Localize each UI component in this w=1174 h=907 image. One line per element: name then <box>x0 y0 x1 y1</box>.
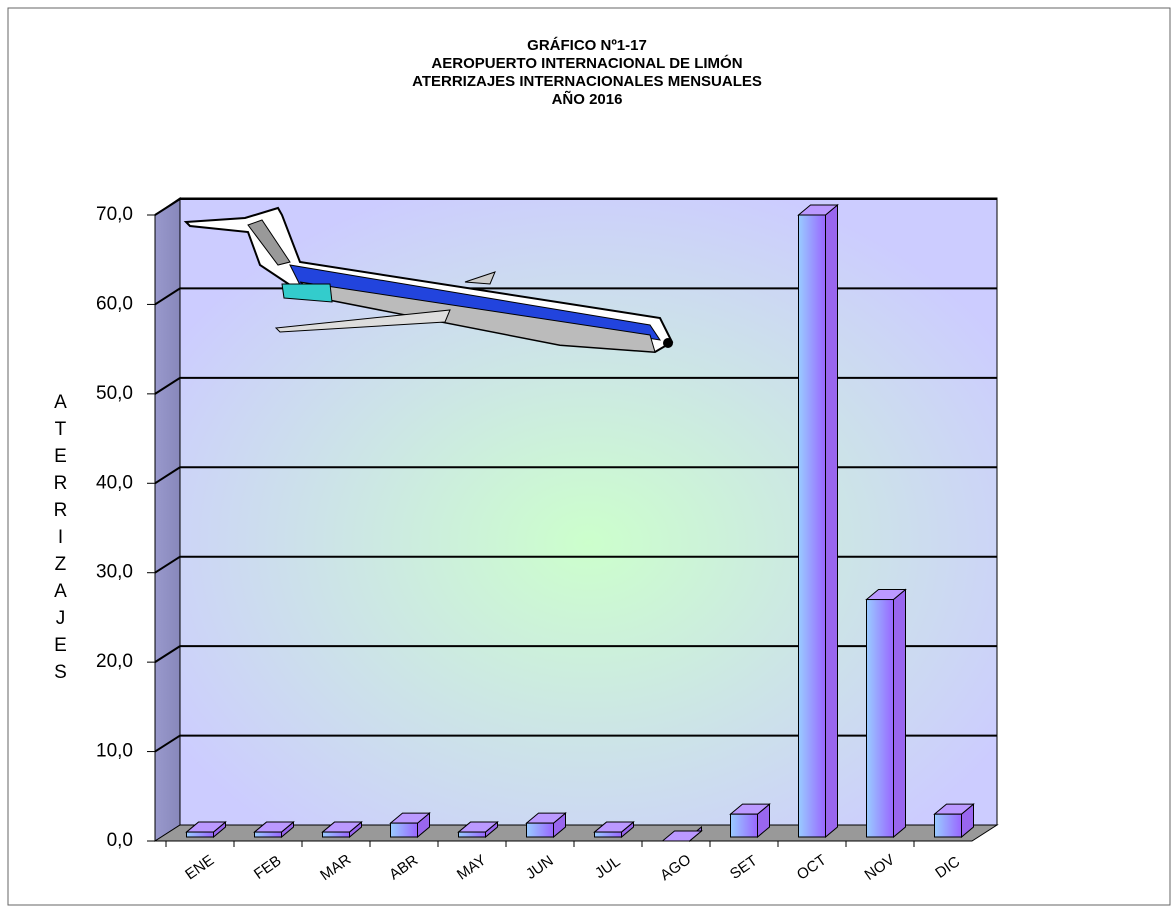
y-axis-label: ATERRIZAJES <box>50 392 71 689</box>
bar <box>866 599 894 838</box>
grid <box>147 198 997 847</box>
y-tick-label: 0,0 <box>107 830 133 851</box>
bar <box>798 214 826 838</box>
grid-line <box>154 645 997 663</box>
y-tick-label: 40,0 <box>96 472 133 493</box>
airplane-illustration <box>183 206 674 354</box>
bar <box>730 813 758 838</box>
grid-line <box>154 198 997 216</box>
grid-line <box>154 466 997 485</box>
y-tick-label: 10,0 <box>96 741 133 762</box>
bar <box>186 831 214 838</box>
grid-line <box>154 734 997 753</box>
grid-line <box>154 376 997 395</box>
y-tick-label: 30,0 <box>96 562 133 583</box>
bars <box>185 203 975 843</box>
y-tick-label: 70,0 <box>96 204 133 225</box>
bar <box>390 822 418 838</box>
chart-title: AEROPUERTO INTERNACIONAL DE LIMÓN <box>431 54 742 72</box>
chart-title: GRÁFICO Nº1-17 <box>527 37 647 54</box>
y-tick-label: 20,0 <box>96 651 133 672</box>
y-tick-label: 50,0 <box>96 383 133 404</box>
chart-title: ATERRIZAJES INTERNACIONALES MENSUALES <box>412 73 762 90</box>
bar <box>458 831 486 838</box>
bar-side <box>893 588 906 839</box>
bar <box>322 831 350 838</box>
bar <box>934 813 962 838</box>
bar-top <box>661 830 703 842</box>
chart-title: AÑO 2016 <box>552 90 623 108</box>
y-tick-label: 60,0 <box>96 293 133 314</box>
grid-line <box>154 555 997 574</box>
grid-line <box>154 287 997 306</box>
bar <box>526 822 554 838</box>
floor <box>153 824 999 842</box>
bar-side <box>825 203 838 839</box>
bar <box>254 831 282 838</box>
bar <box>594 831 622 838</box>
